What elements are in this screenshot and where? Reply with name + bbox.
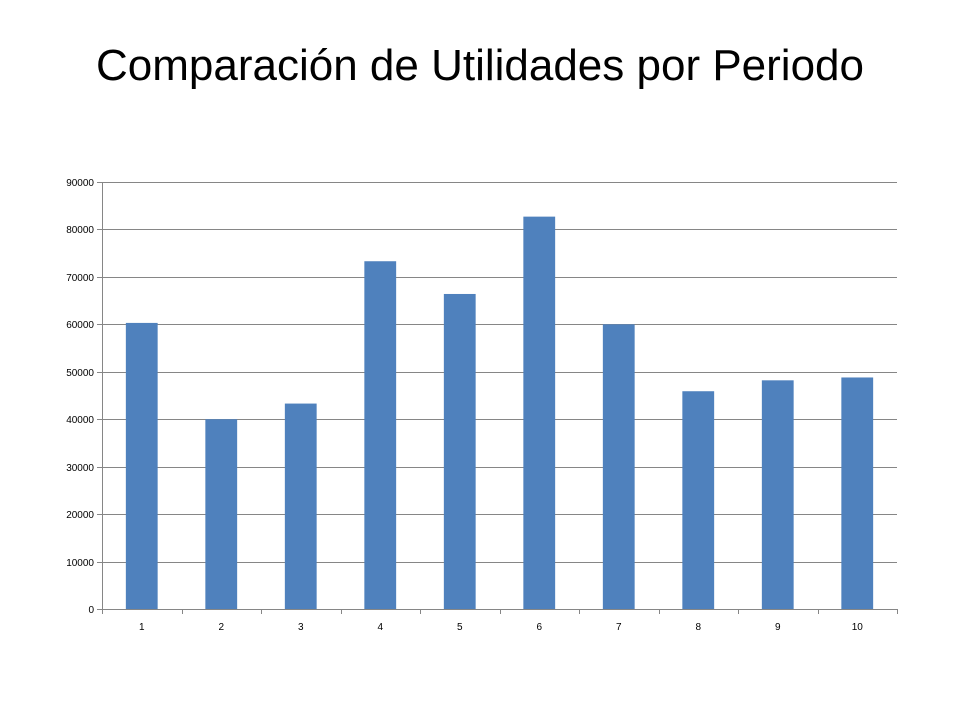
x-tick-label: 6 xyxy=(536,622,542,633)
bar-10 xyxy=(841,377,874,609)
x-tick-label: 10 xyxy=(852,622,864,633)
x-tick-label: 3 xyxy=(298,622,304,633)
bar-5 xyxy=(443,293,476,609)
bars xyxy=(125,216,874,609)
slide-title: Comparación de Utilidades por Periodo xyxy=(96,41,864,90)
y-tick-label: 20000 xyxy=(66,510,94,521)
y-tick-label: 0 xyxy=(88,605,94,616)
x-tick-label: 2 xyxy=(218,622,224,633)
bar-6 xyxy=(523,216,556,609)
y-tick-label: 60000 xyxy=(66,320,94,331)
x-tick-label: 8 xyxy=(695,622,701,633)
x-tick-label: 4 xyxy=(377,622,383,633)
y-tick-label: 30000 xyxy=(66,463,94,474)
bar-7 xyxy=(602,324,635,609)
bar-8 xyxy=(682,391,715,609)
x-tick-label: 7 xyxy=(616,622,622,633)
y-tick-label: 40000 xyxy=(66,415,94,426)
y-tick-label: 80000 xyxy=(66,225,94,236)
bar-1 xyxy=(125,322,158,609)
x-tick-label: 5 xyxy=(457,622,463,633)
x-tick-label: 1 xyxy=(139,622,145,633)
y-tick-label: 50000 xyxy=(66,368,94,379)
bar-4 xyxy=(364,261,397,609)
bar-3 xyxy=(284,403,317,609)
y-tick-label: 10000 xyxy=(66,558,94,569)
tick-labels: 0 10000 20000 30000 40000 50000 60000 70000 8000… xyxy=(66,178,863,633)
y-tick-label: 70000 xyxy=(66,273,94,284)
bar-2 xyxy=(205,419,238,609)
axes xyxy=(97,182,898,614)
y-tick-label: 90000 xyxy=(66,178,94,189)
bar-9 xyxy=(761,380,794,609)
x-tick-label: 9 xyxy=(775,622,781,633)
